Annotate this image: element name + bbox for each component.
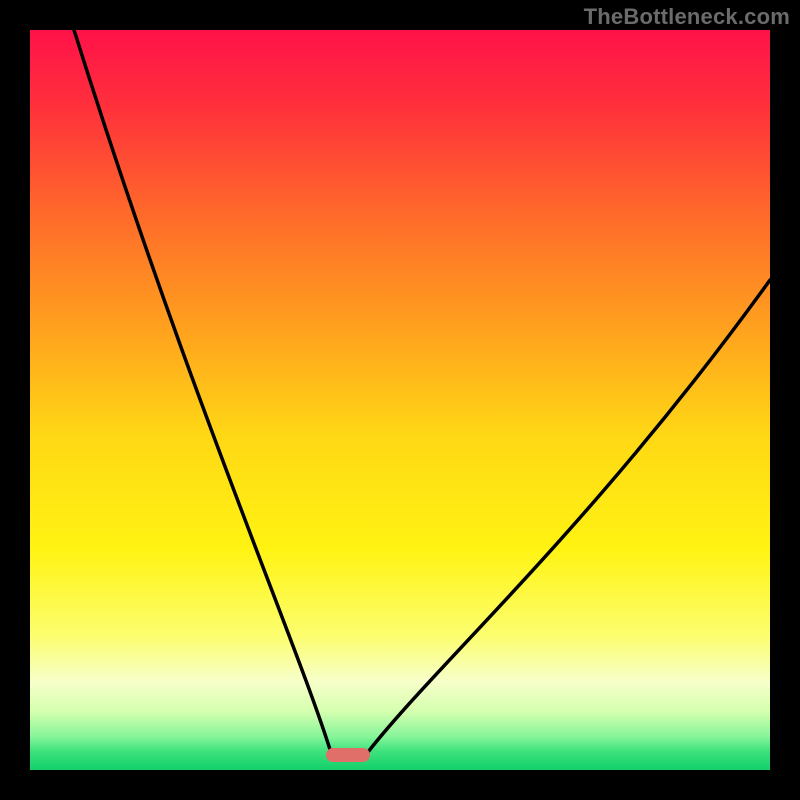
v-curve <box>30 30 770 770</box>
v-curve-right <box>365 280 770 756</box>
watermark-text: TheBottleneck.com <box>584 4 790 30</box>
optimal-range-marker <box>326 748 370 762</box>
plot-area <box>30 30 770 770</box>
v-curve-left <box>74 30 332 756</box>
chart-frame: TheBottleneck.com <box>0 0 800 800</box>
